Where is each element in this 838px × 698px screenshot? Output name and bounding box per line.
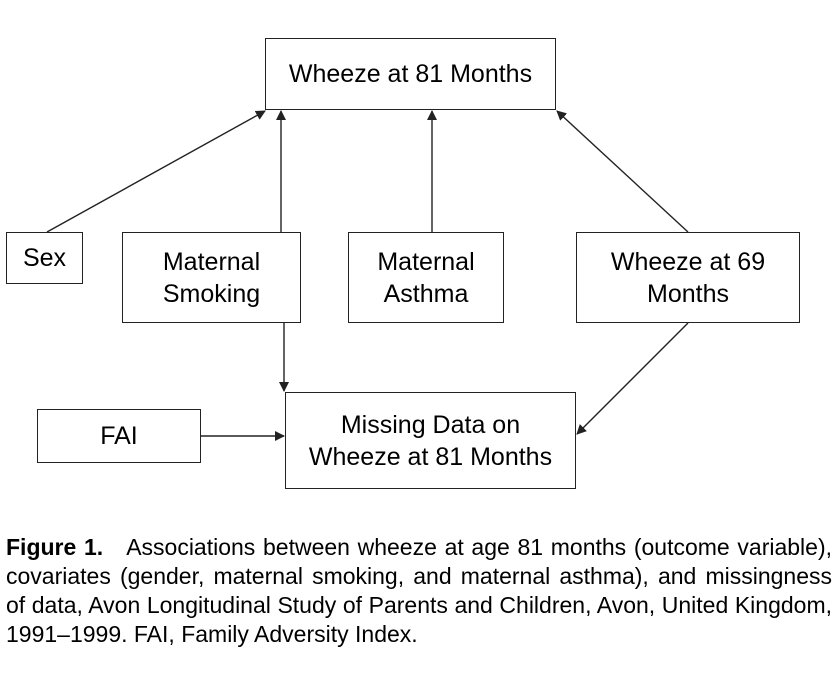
node-sex: Sex [6,232,83,284]
node-maternal-asthma: Maternal Asthma [348,232,504,323]
figure-label: Figure 1. [6,534,104,560]
node-label-line: FAI [100,422,138,450]
edge-group [46,110,689,441]
node-label-line: Wheeze at 81 Months [308,442,553,471]
node-label-line: Asthma [383,279,469,308]
node-wheeze-69-months: Wheeze at 69 Months [576,232,800,323]
node-label-line: Months [647,279,729,308]
node-label-line: Missing Data on [340,410,521,439]
node-label-line: Smoking [162,279,261,308]
arrow-wheeze69-to-missing [576,322,689,435]
node-missing-data: Missing Data on Wheeze at 81 Months [285,392,576,489]
node-label-line: Maternal [162,247,261,276]
node-label-line: Wheeze at 69 [610,247,766,276]
node-fai: FAI [37,409,201,463]
node-label-line: Maternal [377,247,475,276]
causal-diagram [46,110,689,441]
figure-caption: Figure 1. Associations between wheeze at… [6,533,832,649]
node-label-line: Wheeze at 81 Months [288,60,533,88]
node-maternal-smoking: Maternal Smoking [122,232,301,323]
node-label-line: Sex [22,244,67,272]
caption-text: Associations between wheeze at age 81 mo… [6,534,832,647]
arrow-sex-to-wheeze81 [46,110,266,233]
node-wheeze-81-months: Wheeze at 81 Months [265,38,556,110]
arrow-wheeze69-to-wheeze81 [556,110,689,233]
